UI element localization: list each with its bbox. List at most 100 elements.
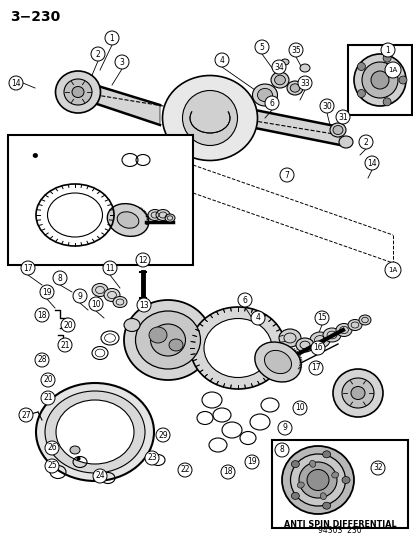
Circle shape xyxy=(254,40,268,54)
Ellipse shape xyxy=(182,91,237,146)
Ellipse shape xyxy=(299,64,309,72)
Ellipse shape xyxy=(309,332,329,348)
Circle shape xyxy=(382,54,390,62)
Ellipse shape xyxy=(169,339,183,351)
Ellipse shape xyxy=(291,492,299,499)
Text: 1A: 1A xyxy=(387,267,396,273)
Text: 14: 14 xyxy=(366,158,376,167)
Ellipse shape xyxy=(124,300,211,380)
Text: 4: 4 xyxy=(219,55,224,64)
Circle shape xyxy=(356,62,365,70)
Text: 4: 4 xyxy=(255,313,260,322)
Text: 21: 21 xyxy=(43,393,52,402)
Ellipse shape xyxy=(165,214,175,222)
Ellipse shape xyxy=(204,319,271,377)
Circle shape xyxy=(356,90,365,98)
Text: 94303  230: 94303 230 xyxy=(318,526,361,533)
Bar xyxy=(8,135,192,265)
Text: 15: 15 xyxy=(316,313,326,322)
Ellipse shape xyxy=(291,461,299,467)
Circle shape xyxy=(370,461,384,475)
Ellipse shape xyxy=(56,400,134,464)
Ellipse shape xyxy=(297,482,304,488)
Circle shape xyxy=(40,285,54,299)
Ellipse shape xyxy=(309,461,315,467)
Circle shape xyxy=(271,60,285,74)
Text: 7: 7 xyxy=(284,171,289,180)
Text: 35: 35 xyxy=(290,45,300,54)
Ellipse shape xyxy=(149,327,166,343)
Ellipse shape xyxy=(322,451,330,458)
Text: 10: 10 xyxy=(294,403,304,413)
Circle shape xyxy=(384,262,400,278)
Ellipse shape xyxy=(331,472,338,478)
Ellipse shape xyxy=(55,71,100,113)
Ellipse shape xyxy=(322,502,330,509)
Text: 13: 13 xyxy=(139,301,148,310)
Text: 26: 26 xyxy=(47,443,57,453)
Ellipse shape xyxy=(264,350,291,374)
Text: 3−230: 3−230 xyxy=(10,10,60,24)
Ellipse shape xyxy=(107,204,148,236)
Text: 32: 32 xyxy=(372,464,382,472)
Text: 17: 17 xyxy=(23,263,33,272)
Polygon shape xyxy=(254,110,339,145)
Text: 5: 5 xyxy=(259,43,264,52)
Text: 2: 2 xyxy=(363,138,368,147)
Circle shape xyxy=(398,76,406,84)
Circle shape xyxy=(308,361,322,375)
Circle shape xyxy=(19,408,33,422)
Circle shape xyxy=(105,31,119,45)
Ellipse shape xyxy=(335,324,351,336)
Ellipse shape xyxy=(281,446,353,514)
Circle shape xyxy=(73,289,87,303)
Ellipse shape xyxy=(147,209,161,221)
Circle shape xyxy=(156,428,170,442)
Circle shape xyxy=(178,463,192,477)
Text: 18: 18 xyxy=(223,467,232,477)
Ellipse shape xyxy=(286,81,302,95)
Text: ANTI SPIN DIFFERENTIAL: ANTI SPIN DIFFERENTIAL xyxy=(283,520,395,529)
Circle shape xyxy=(364,156,378,170)
Circle shape xyxy=(244,455,259,469)
Text: 19: 19 xyxy=(247,457,256,466)
Circle shape xyxy=(137,298,151,312)
Ellipse shape xyxy=(64,79,92,105)
Ellipse shape xyxy=(353,54,405,106)
Ellipse shape xyxy=(117,212,138,228)
Ellipse shape xyxy=(290,454,345,506)
Bar xyxy=(271,440,407,528)
Text: 14: 14 xyxy=(11,78,21,87)
Ellipse shape xyxy=(341,378,373,408)
Circle shape xyxy=(358,135,372,149)
Circle shape xyxy=(58,338,72,352)
Circle shape xyxy=(274,443,288,457)
Polygon shape xyxy=(85,82,159,125)
Text: 19: 19 xyxy=(42,287,52,296)
Circle shape xyxy=(61,318,75,332)
Text: 2: 2 xyxy=(95,50,100,59)
Ellipse shape xyxy=(320,493,325,500)
Text: 34: 34 xyxy=(273,62,283,71)
Text: 16: 16 xyxy=(312,343,322,352)
Text: 11: 11 xyxy=(105,263,114,272)
Circle shape xyxy=(279,168,293,182)
Ellipse shape xyxy=(36,383,154,481)
Ellipse shape xyxy=(358,315,370,325)
Text: 1: 1 xyxy=(109,34,114,43)
Text: 12: 12 xyxy=(138,255,147,264)
Circle shape xyxy=(53,271,67,285)
Text: 9: 9 xyxy=(282,424,287,432)
Ellipse shape xyxy=(45,391,145,473)
Ellipse shape xyxy=(298,462,336,498)
Circle shape xyxy=(91,47,105,61)
Ellipse shape xyxy=(290,84,299,92)
Ellipse shape xyxy=(361,62,397,98)
Ellipse shape xyxy=(350,386,364,400)
Ellipse shape xyxy=(274,75,285,85)
Ellipse shape xyxy=(332,125,342,134)
Text: 3: 3 xyxy=(119,58,124,67)
Text: 8: 8 xyxy=(279,446,284,455)
Text: 31: 31 xyxy=(337,112,347,122)
Text: 24: 24 xyxy=(95,472,104,481)
